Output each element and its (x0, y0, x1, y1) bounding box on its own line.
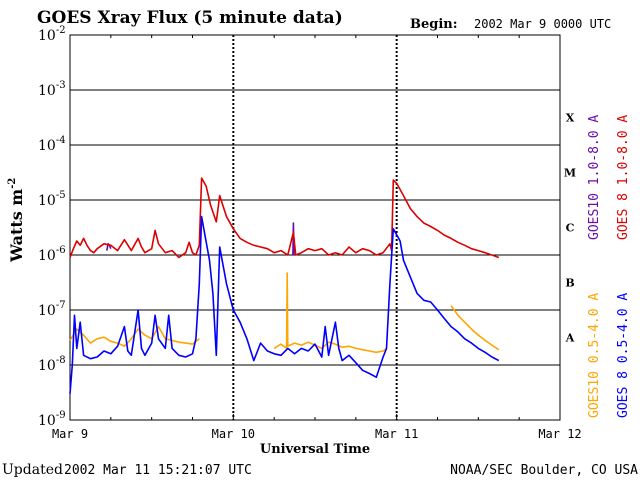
grid (69, 35, 561, 420)
updated-label: Updated (2, 462, 63, 478)
legend: GOES10 1.0-8.0 A GOES 8 1.0-8.0 A GOES10 0… (587, 115, 631, 418)
flare-class-label: M (564, 167, 576, 180)
series-line (69, 215, 500, 394)
y-tick-label: 10-9 (38, 410, 66, 429)
series-line (273, 272, 387, 354)
credit: NOAA/SEC Boulder, CO USA (450, 463, 638, 478)
legend-entry: GOES10 0.5-4.0 A (587, 293, 602, 418)
plot-frame (69, 34, 561, 421)
series-line (292, 222, 295, 256)
flare-class-labels: A B C M X (564, 112, 576, 345)
y-tick-label: 10-2 (38, 25, 66, 44)
y-axis-title: Watts m-2 (7, 178, 26, 263)
x-tick-label: Mar 9 (52, 427, 88, 441)
flare-class-label: X (566, 112, 575, 125)
y-tick-label: 10-4 (38, 135, 66, 154)
y-tick-label: 10-3 (38, 80, 66, 99)
y-axis-title-text: Watts m (7, 189, 26, 263)
y-tick-label: 10-5 (38, 190, 66, 209)
begin-value: 2002 Mar 9 0000 UTC (474, 17, 611, 31)
x-tick-label: Mar 12 (538, 427, 581, 441)
legend-entry: GOES10 1.0-8.0 A (587, 115, 602, 240)
data-series (69, 177, 500, 394)
flare-class-label: A (565, 332, 575, 345)
y-tick-label: 10-6 (38, 245, 66, 264)
legend-entry: GOES 8 0.5-4.0 A (616, 293, 631, 418)
updated-value: 2002 Mar 11 15:21:07 UTC (64, 463, 252, 478)
x-axis-title: Universal Time (260, 442, 370, 457)
flare-class-label: B (565, 277, 574, 290)
series-line (450, 305, 500, 351)
flare-class-label: C (566, 222, 575, 235)
y-tick-label: 10-7 (38, 300, 66, 319)
x-axis-labels: Mar 9 Mar 10 Mar 11 Mar 12 (52, 427, 582, 441)
x-tick-label: Mar 11 (375, 427, 418, 441)
y-tick-label: 10-8 (38, 355, 66, 374)
y-axis-title-sup: -2 (7, 178, 18, 189)
legend-entry: GOES 8 1.0-8.0 A (616, 115, 631, 240)
begin-label: Begin: (410, 17, 458, 32)
y-axis-labels: 10-9 10-8 10-7 10-6 10-5 10-4 10-3 10-2 (38, 25, 66, 429)
chart-title: GOES Xray Flux (5 minute data) (37, 8, 343, 28)
x-tick-label: Mar 10 (212, 427, 255, 441)
series-line (69, 177, 500, 259)
